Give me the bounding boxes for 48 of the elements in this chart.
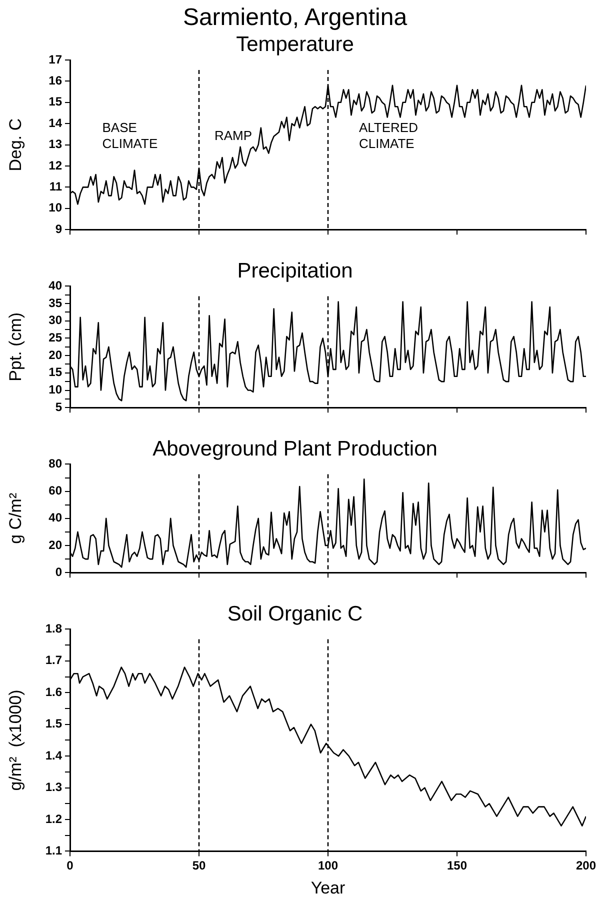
y-tick-label: 80 <box>48 456 62 471</box>
x-tick-label: 200 <box>576 858 596 873</box>
y-tick-label: 1.2 <box>45 812 62 826</box>
chart-title: Sarmiento, Argentina <box>182 4 408 32</box>
y-tick-label: 40 <box>48 278 62 293</box>
chart-title: Aboveground Plant Production <box>152 437 438 460</box>
y-tick-label: 1.5 <box>45 716 62 731</box>
x-tick-label: 50 <box>192 858 206 873</box>
y-tick-label: 0 <box>55 564 62 579</box>
y-tick-label: 5 <box>55 400 62 414</box>
y-tick-label: 9 <box>55 222 62 236</box>
y-tick-label: 10 <box>48 382 62 397</box>
annotation: ALTERED CLIMATE <box>358 120 418 151</box>
y-tick-label: 1.8 <box>45 622 62 636</box>
chart-subtitle: Temperature <box>236 33 354 56</box>
y-axis-title: g/m² (x1000) <box>6 690 25 791</box>
x-tick-label: 150 <box>446 858 468 873</box>
chart-title: Precipitation <box>237 259 353 282</box>
y-tick-label: 20 <box>48 348 62 362</box>
annotation: RAMP <box>214 128 252 143</box>
y-tick-label: 35 <box>48 296 62 310</box>
y-tick-label: 60 <box>48 484 62 498</box>
y-tick-label: 1.4 <box>45 748 62 762</box>
y-tick-label: 1.7 <box>45 653 62 668</box>
y-axis-title: Deg. C <box>6 118 25 172</box>
y-tick-label: 14 <box>48 116 62 130</box>
y-tick-label: 30 <box>48 313 62 328</box>
y-tick-label: 15 <box>48 365 62 380</box>
y-tick-label: 16 <box>48 74 62 88</box>
x-tick-label: 100 <box>318 858 338 873</box>
annotation: BASE CLIMATE <box>102 120 158 151</box>
y-tick-label: 12 <box>48 158 62 172</box>
y-tick-label: 25 <box>48 330 62 345</box>
y-tick-label: 1.6 <box>45 684 62 699</box>
y-tick-label: 11 <box>49 180 62 194</box>
x-tick-label: 0 <box>66 858 74 873</box>
y-tick-label: 17 <box>48 52 62 66</box>
y-tick-label: 13 <box>48 137 62 152</box>
x-axis-title: Year <box>310 878 346 898</box>
chart-title: Soil Organic C <box>227 602 363 626</box>
y-tick-label: 1.1 <box>45 844 62 858</box>
y-tick-label: 15 <box>48 94 62 109</box>
y-tick-label: 1.3 <box>45 780 62 794</box>
y-axis-title: Ppt. (cm) <box>6 312 25 382</box>
y-tick-label: 40 <box>48 510 62 525</box>
y-tick-label: 10 <box>48 200 62 215</box>
y-tick-label: 20 <box>48 538 62 552</box>
y-axis-title: g C/m² <box>6 492 25 544</box>
